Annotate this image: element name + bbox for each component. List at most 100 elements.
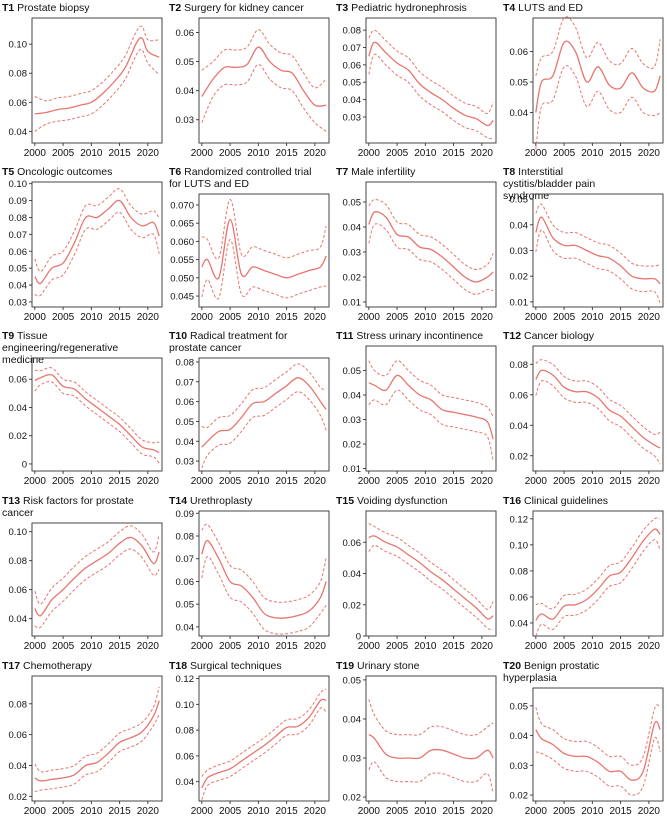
upper-ci-line	[201, 688, 327, 777]
x-tick-label: 2015	[108, 148, 131, 159]
plot-frame	[31, 17, 163, 144]
y-tick-label: 0.06	[176, 577, 195, 588]
y-tick-label: 0.10	[9, 527, 28, 538]
trend-line	[201, 46, 327, 107]
x-tick-label: 2015	[609, 476, 632, 487]
lower-ci-line	[34, 381, 160, 464]
y-tick-label: 0.09	[9, 196, 28, 207]
lower-ci-line	[34, 714, 160, 793]
x-tick-label: 2010	[414, 806, 437, 817]
panel-title-line: Randomized controlled trial	[181, 166, 311, 178]
panel-code: T4	[503, 2, 515, 14]
y-tick-label: 0.07	[343, 43, 362, 54]
x-tick-label: 2005	[52, 806, 75, 817]
lower-ci-line	[201, 707, 327, 800]
panel-title-line: Tissue	[14, 330, 47, 342]
panel-t7: T7 Male infertility 2000 2005 2010 2015 2020 0…	[336, 166, 497, 323]
x-tick-label: 2010	[247, 312, 270, 323]
x-tick-label: 2000	[191, 806, 214, 817]
panel-title: T7 Male infertility	[336, 166, 416, 178]
x-tick-label: 2015	[275, 641, 298, 652]
x-tick-label: 2005	[219, 806, 242, 817]
y-tick-label: 0.08	[343, 26, 362, 37]
y-tick-label: 0.03	[343, 754, 362, 765]
upper-ci-line	[535, 203, 661, 267]
x-tick-label: 2000	[191, 148, 214, 159]
y-tick-label: 0.05	[510, 78, 529, 89]
x-tick-label: 2010	[581, 476, 604, 487]
x-tick-label: 2015	[442, 641, 465, 652]
y-tick-label: 0.06	[176, 751, 195, 762]
plot-frame	[31, 357, 163, 472]
x-tick-label: 2005	[553, 148, 576, 159]
panel-title-line: Urinary stone	[354, 660, 420, 672]
upper-ci-line	[201, 198, 327, 260]
lower-ci-line	[34, 48, 160, 132]
y-tick-label: 0.05	[9, 264, 28, 275]
panel-title-line: Chemotherapy	[20, 660, 93, 672]
panel-t15: T15 Voiding dysfunction 2000 2005 2010 2015 2…	[336, 495, 497, 652]
panel-code: T19	[336, 660, 354, 672]
y-tick-label: 0.05	[176, 600, 195, 611]
y-tick-label: 0.06	[9, 730, 28, 741]
y-tick-label: 0.04	[510, 421, 529, 432]
x-tick-label: 2020	[137, 476, 160, 487]
x-tick-label: 2020	[471, 641, 494, 652]
y-tick-label: 0.04	[343, 95, 362, 106]
trend-line	[34, 199, 160, 285]
x-tick-label: 2020	[638, 806, 661, 817]
y-tick-label: 0.02	[343, 793, 362, 804]
y-tick-label: 0.07	[176, 554, 195, 565]
trend-line	[368, 734, 494, 760]
y-tick-label: 0.01	[343, 298, 362, 309]
x-tick-label: 2000	[358, 806, 381, 817]
x-tick-label: 2015	[442, 148, 465, 159]
panel-t3: T3 Pediatric hydronephrosis 2000 2005 2010 2…	[336, 2, 497, 159]
trend-line	[34, 373, 160, 454]
x-tick-label: 2000	[358, 148, 381, 159]
y-tick-label: 0.08	[176, 726, 195, 737]
panel-t4: T4 LUTS and ED 2000 2005 2010 2015 2020 0.04 0.…	[503, 2, 664, 159]
panel-t1: T1 Prostate biopsy 2000 2005 2010 2015 2020 0.…	[2, 2, 163, 159]
panel-title-line: for LUTS and ED	[169, 178, 249, 190]
y-tick-label: 0.03	[510, 761, 529, 772]
panel-title: T17 Chemotherapy	[2, 660, 93, 672]
x-tick-label: 2020	[471, 312, 494, 323]
y-tick-label: 0.02	[343, 273, 362, 284]
x-tick-label: 2005	[386, 806, 409, 817]
x-tick-label: 2020	[304, 148, 327, 159]
y-tick-label: 0.08	[9, 69, 28, 80]
plot-frame	[31, 522, 163, 637]
x-tick-label: 2010	[414, 641, 437, 652]
y-tick-label: 0.02	[9, 792, 28, 803]
panel-title: T11 Stress urinary incontinence	[336, 330, 483, 342]
trend-line	[535, 528, 661, 621]
x-tick-label: 2015	[275, 312, 298, 323]
trend-line	[535, 369, 661, 449]
y-tick-label: 0.10	[176, 700, 195, 711]
y-tick-label: 0.06	[9, 375, 28, 386]
upper-ci-line	[535, 517, 661, 610]
lower-ci-line	[535, 736, 661, 796]
y-tick-label: 0	[356, 632, 361, 643]
panel-title-line: prostate cancer	[169, 342, 242, 354]
x-tick-label: 2000	[358, 312, 381, 323]
panel-title-line: LUTS and ED	[515, 2, 583, 14]
y-tick-label: 0.04	[343, 391, 362, 402]
y-tick-label: 0.02	[510, 451, 529, 462]
plot-frame	[198, 675, 330, 802]
panel-title: T16 Clinical guidelines	[503, 495, 608, 507]
y-tick-label: 0.06	[510, 390, 529, 401]
lower-ci-line	[201, 391, 327, 469]
panel-code: T3	[336, 2, 348, 14]
y-tick-label: 0.12	[510, 514, 529, 525]
panel-title: T8 Interstitial cystitis/bladder pain synd…	[503, 166, 595, 202]
trend-line	[201, 377, 327, 448]
y-tick-label: 0.03	[9, 297, 28, 308]
upper-ci-line	[368, 523, 494, 610]
y-tick-label: 0.06	[176, 28, 195, 39]
y-tick-label: 0.05	[510, 701, 529, 712]
x-tick-label: 2005	[386, 641, 409, 652]
x-tick-label: 2000	[191, 312, 214, 323]
panel-code: T10	[169, 330, 187, 342]
